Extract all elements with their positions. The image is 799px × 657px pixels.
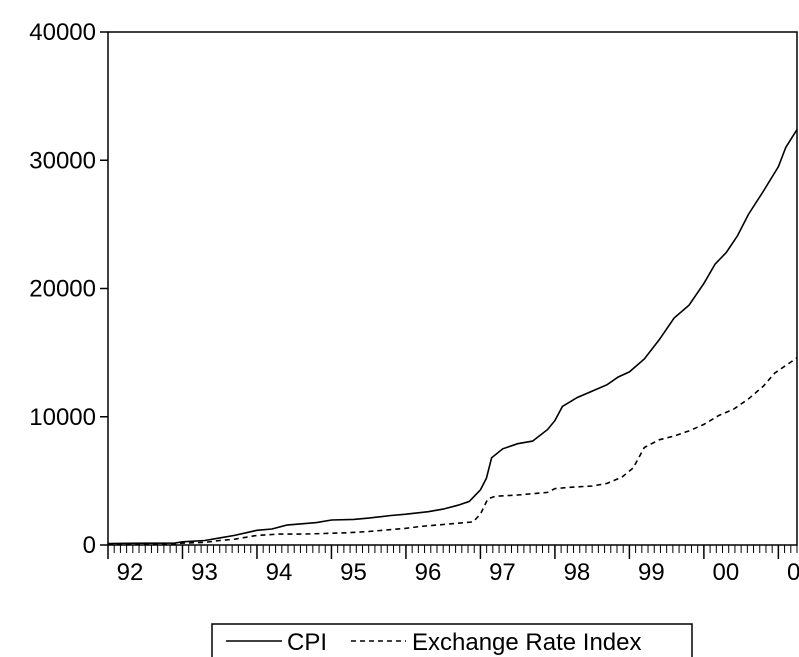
x-tick-label: 95 [340, 559, 367, 586]
x-axis: 92 93 94 95 96 97 98 99 00 01 [107, 545, 799, 586]
series-line-cpi [107, 129, 798, 545]
y-axis: 0 10000 20000 30000 40000 [29, 19, 108, 559]
series-line-exchange-rate-index [107, 357, 798, 545]
x-tick-label: 98 [564, 559, 591, 586]
y-tick-label: 10000 [29, 404, 96, 431]
y-tick-label: 0 [83, 532, 96, 559]
x-tick-label: 99 [638, 559, 665, 586]
x-tick-label: 01 [787, 559, 799, 586]
legend-label-cpi: CPI [287, 629, 327, 656]
legend-box [211, 623, 693, 657]
series-layer [107, 129, 798, 545]
x-tick-label: 94 [266, 559, 293, 586]
legend-label-exchange-rate-index: Exchange Rate Index [412, 629, 642, 656]
y-tick-label: 30000 [29, 147, 96, 174]
x-tick-label: 96 [415, 559, 442, 586]
y-tick-label: 20000 [29, 276, 96, 303]
legend: CPI Exchange Rate Index [211, 623, 693, 657]
y-tick-label: 40000 [29, 19, 96, 46]
x-tick-label: 00 [713, 559, 740, 586]
x-tick-label: 97 [489, 559, 516, 586]
x-tick-label: 92 [117, 559, 144, 586]
x-tick-label: 93 [191, 559, 218, 586]
plot-frame [107, 31, 798, 546]
